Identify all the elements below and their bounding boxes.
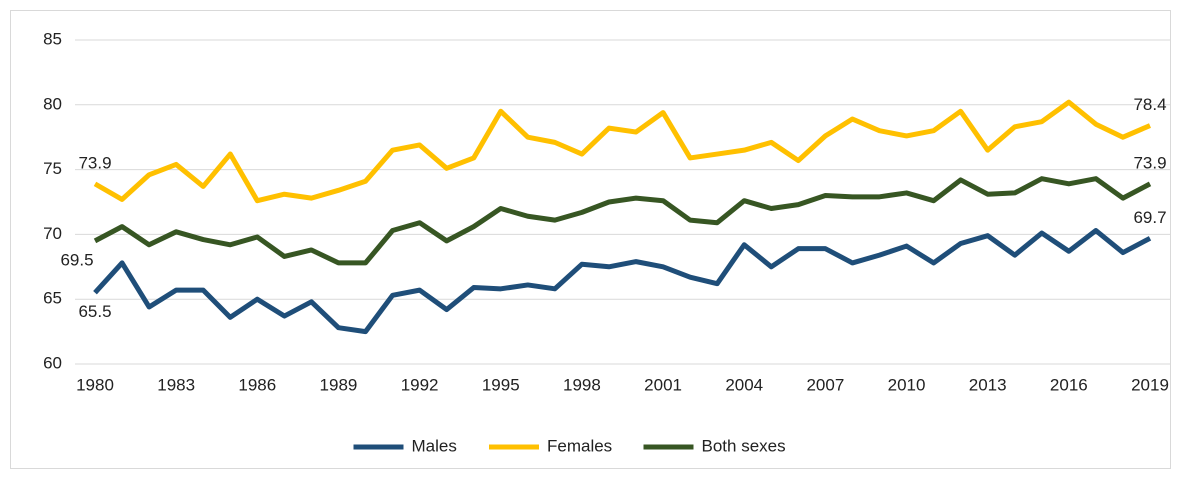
x-tick-label: 2016 (1050, 375, 1088, 394)
x-tick-label: 2007 (806, 375, 844, 394)
series-line (93, 228, 1152, 335)
x-tick-label: 1989 (320, 375, 358, 394)
legend-label: Males (412, 436, 457, 455)
x-tick-label: 1980 (76, 375, 114, 394)
y-tick-label: 80 (43, 94, 62, 113)
data-label: 73.9 (1133, 153, 1166, 172)
legend-label: Females (547, 436, 612, 455)
y-tick-label: 70 (43, 224, 62, 243)
data-label: 78.4 (1133, 95, 1166, 114)
x-tick-label: 1998 (563, 375, 601, 394)
y-tick-label: 75 (43, 159, 62, 178)
x-tick-label: 1986 (238, 375, 276, 394)
data-label: 69.7 (1133, 208, 1166, 227)
x-tick-label: 2019 (1131, 375, 1169, 394)
y-tick-label: 65 (43, 289, 62, 308)
x-tick-label: 1995 (482, 375, 520, 394)
data-label: 69.5 (60, 250, 93, 269)
series-line (93, 99, 1151, 204)
x-tick-label: 1983 (157, 375, 195, 394)
x-tick-label: 2013 (969, 375, 1007, 394)
y-tick-label: 85 (43, 29, 62, 48)
series-line (93, 176, 1152, 266)
x-tick-label: 2010 (888, 375, 926, 394)
data-label: 65.5 (78, 302, 111, 321)
data-label: 73.9 (78, 153, 111, 172)
x-tick-label: 2001 (644, 375, 682, 394)
legend-label: Both sexes (702, 436, 786, 455)
x-tick-label: 1992 (401, 375, 439, 394)
y-tick-label: 60 (43, 353, 62, 372)
x-tick-label: 2004 (725, 375, 763, 394)
